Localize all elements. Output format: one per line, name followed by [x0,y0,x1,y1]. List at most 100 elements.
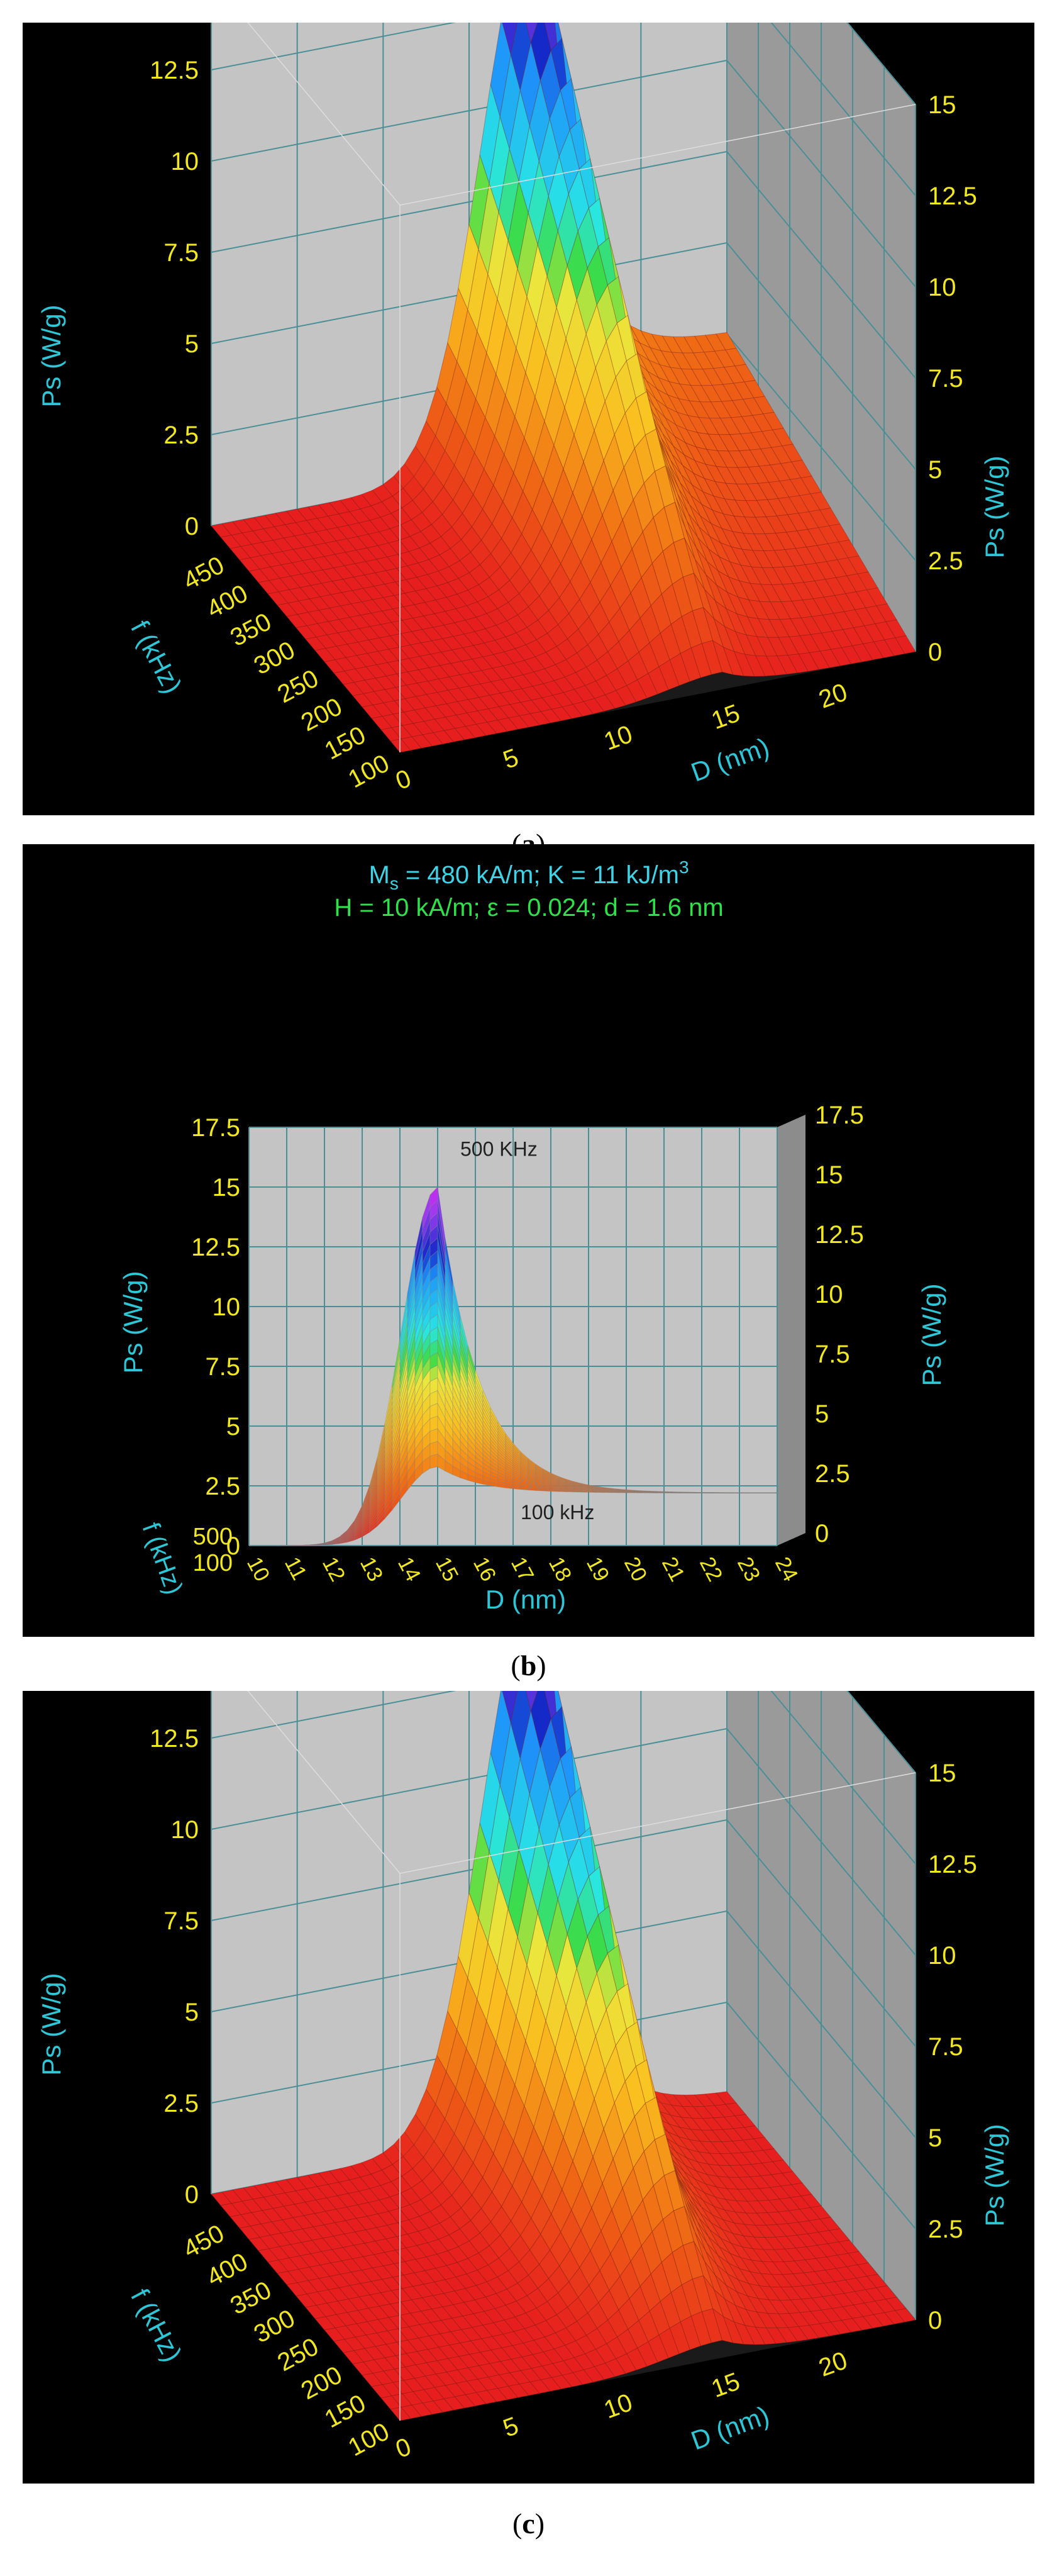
surface-patch [894,2308,916,2322]
x-tick-label: 16 [468,1553,501,1585]
z-tick-label: 5 [185,330,199,358]
z-ticks-right: 0 2.5 5 7.5 10 12.5 15 [928,1759,977,2334]
x-tick-label: 13 [355,1553,387,1585]
x-tick-label: 15 [708,2368,744,2404]
surface-patch [762,2148,784,2162]
surface-patch [848,555,869,574]
z-tick-label: 0 [226,1532,240,1560]
chart-subtitle: H = 10 kA/m; ε = 0.024; d = 1.6 nm [334,894,723,922]
chart-panel-c: Ms = 480 kA/m; K = 11 kJ/m3H = 10 kA/m; … [23,1691,1034,2484]
chart-title: Ms = 480 kA/m; K = 11 kJ/m3 [368,857,689,893]
z-tick-label: 10 [171,148,199,176]
z-tick-label: 2.5 [928,547,963,575]
x-axis-label: D (nm) [687,2400,773,2455]
surface-patch [772,2160,794,2174]
z-tick-label: 5 [815,1400,829,1428]
x-tick-label: 20 [619,1553,651,1585]
z-tick-label: 12.5 [191,1234,240,1261]
z-tick-label: 15 [815,1161,843,1189]
x-tick-label: 10 [600,720,636,756]
y-tick-label: 500 [193,1524,233,1550]
surface [249,1186,778,1546]
surface-patch [725,348,746,367]
z-tick-label: 7.5 [928,365,963,393]
z-tick-label: 5 [928,2124,942,2152]
z-tick-label: 15 [213,1174,241,1202]
x-tick-label: 18 [544,1553,576,1585]
x-tick-label: 5 [499,744,522,774]
chart-panel-b: Ms = 480 kA/m; K = 11 kJ/m3 H = 10 kA/m; … [23,844,1034,1637]
surface-patch [490,1691,511,1785]
x-tick-label: 0 [392,764,415,795]
z-tick-label: 5 [928,456,942,484]
surface-patch [510,23,531,91]
z-tick-label: 15 [928,91,956,119]
y-axis-label: f (kHz) [125,2284,188,2367]
z-tick-label: 12.5 [815,1221,864,1249]
z-ticks-left: 0 2.5 5 7.5 10 12.5 15 17.5 [191,1114,240,1560]
z-tick-label: 7.5 [815,1341,850,1368]
surface-patch [734,364,756,382]
surface-patch [885,619,907,638]
y-tick-label: 100 [344,2417,394,2462]
frame-edge [399,1772,916,1874]
chart-panel-a: Ms = 480 kA/m; K = 11 kJ/m3H = 10 kA/m; … [23,23,1034,815]
y-tick-label: 100 [344,749,394,793]
x-tick-label: 12 [318,1553,350,1585]
z-tick-label: 5 [226,1413,240,1441]
y-axis-label: f (kHz) [136,1519,188,1598]
annotation-500khz: 500 KHz [460,1138,538,1161]
z-tick-label: 0 [185,513,199,540]
x-tick-label: 15 [708,700,744,735]
z-axis-label-left: Ps (W/g) [118,1271,148,1373]
x-tick-label: 22 [695,1553,727,1585]
z-ticks-right: 0 2.5 5 7.5 10 12.5 15 17.5 [815,1101,864,1547]
z-tick-label: 7.5 [205,1353,240,1381]
caption-c: (c) [512,2507,545,2540]
surface-patch [866,2273,888,2289]
annotation-100khz: 100 kHz [521,1501,594,1524]
surface-patch [633,1490,642,1492]
surface-patch [502,1691,518,1724]
surface-patch [876,603,897,622]
x-tick-label: 20 [815,678,851,714]
x-tick-label: 17 [506,1553,538,1585]
x-tick-label: 19 [582,1553,614,1585]
z-tick-label: 0 [928,2307,942,2334]
z-axis-label-right: Ps (W/g) [980,2124,1009,2226]
z-tick-label: 10 [928,274,956,301]
surface-patch [885,2297,907,2311]
x-tick-label: 24 [770,1553,802,1585]
y-tick-label: 100 [193,1550,233,1576]
z-axis-label-left: Ps (W/g) [36,1973,66,2075]
z-tick-label: 7.5 [163,1907,199,1935]
surface-plot-a: Ms = 480 kA/m; K = 11 kJ/m3H = 10 kA/m; … [36,23,1009,795]
y-axis-label: f (kHz) [125,616,188,698]
surface-patch [510,1691,531,1759]
z-tick-label: 7.5 [928,2033,963,2061]
z-tick-label: 12.5 [928,1851,977,1878]
x-tick-label: 0 [392,2433,415,2463]
surface-patch [648,1490,657,1492]
frame-edge [247,1691,401,1874]
x-tick-label: 15 [431,1553,463,1585]
surface [211,23,916,753]
surface-patch [641,1490,650,1492]
z-tick-label: 2.5 [815,1460,850,1488]
surface-patch [429,1453,438,1469]
caption-b: (b) [511,1649,546,1681]
x-tick-label: 14 [393,1553,425,1585]
x-tick-label: 10 [242,1553,274,1585]
surface-patch [743,2125,765,2139]
surface-patch [526,23,538,44]
surface-patch [744,380,765,399]
z-tick-label: 0 [815,1520,829,1547]
x-tick-label: 23 [733,1553,765,1585]
surface-patch [895,635,916,654]
z-tick-label: 2.5 [928,2216,963,2243]
z-tick-label: 0 [928,638,942,666]
frame-edge [247,23,401,206]
z-tick-label: 2.5 [163,2090,199,2117]
